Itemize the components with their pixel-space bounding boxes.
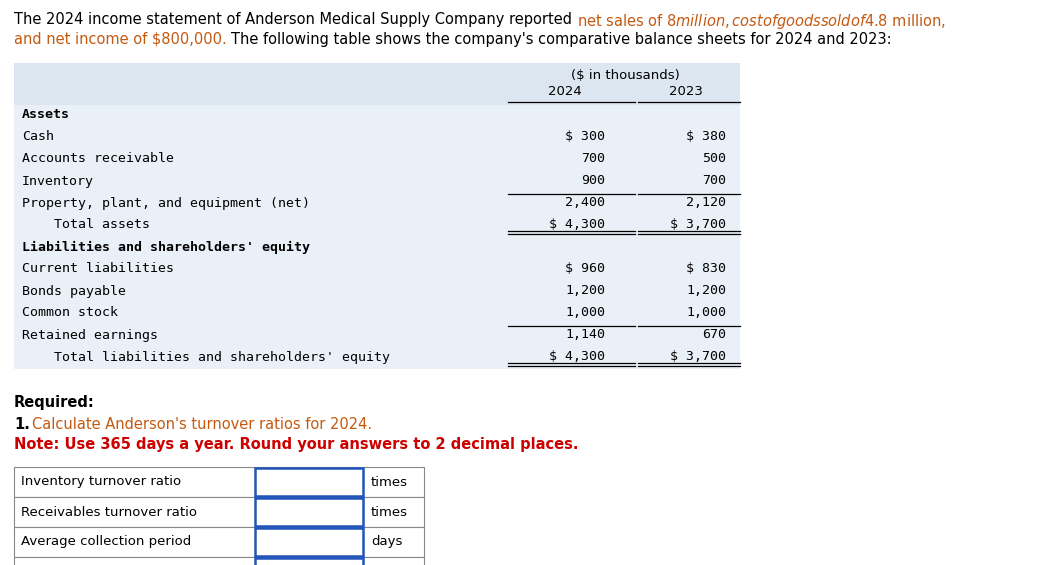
Bar [14,497,424,527]
Text: Note: Use 365 days a year. Round your answers to 2 decimal places.: Note: Use 365 days a year. Round your an… [14,437,578,452]
Text: Inventory: Inventory [22,175,94,188]
Text: $ 3,700: $ 3,700 [670,350,726,363]
Text: 2,120: 2,120 [686,197,726,210]
Text: Liabilities and shareholders' equity: Liabilities and shareholders' equity [22,241,310,254]
Text: times: times [371,476,408,489]
Text: Calculate Anderson's turnover ratios for 2024.: Calculate Anderson's turnover ratios for… [32,417,372,432]
Text: 1,000: 1,000 [566,306,605,319]
Bar [255,498,362,526]
Text: 2023: 2023 [669,85,703,98]
Bar [255,558,362,565]
Bar [14,467,424,497]
Text: The following table shows the company's comparative balance sheets for 2024 and : The following table shows the company's … [232,32,892,47]
Text: Cash: Cash [22,131,54,144]
Text: $ 830: $ 830 [686,263,726,276]
Bar [14,557,424,565]
Text: Property, plant, and equipment (net): Property, plant, and equipment (net) [22,197,310,210]
Text: and net income of $800,000.: and net income of $800,000. [14,32,232,47]
Text: Receivables turnover ratio: Receivables turnover ratio [21,506,197,519]
Text: $ 4,300: $ 4,300 [549,350,605,363]
Text: Retained earnings: Retained earnings [22,328,158,341]
Bar [14,63,740,105]
Text: 700: 700 [702,175,726,188]
Text: Inventory turnover ratio: Inventory turnover ratio [21,476,181,489]
Bar [14,527,424,557]
Text: Current liabilities: Current liabilities [22,263,174,276]
Text: 1,200: 1,200 [686,285,726,298]
Text: 2024: 2024 [549,85,581,98]
Text: 670: 670 [702,328,726,341]
Text: Common stock: Common stock [22,306,118,319]
Text: 2,400: 2,400 [566,197,605,210]
Text: 1,200: 1,200 [566,285,605,298]
Bar [14,105,740,369]
Text: Bonds payable: Bonds payable [22,285,126,298]
Text: $ 4,300: $ 4,300 [549,219,605,232]
Text: 1,140: 1,140 [566,328,605,341]
Text: 1.: 1. [14,417,30,432]
Text: Accounts receivable: Accounts receivable [22,153,174,166]
Text: Assets: Assets [22,108,70,121]
Text: $ 3,700: $ 3,700 [670,219,726,232]
Text: $ 300: $ 300 [566,131,605,144]
Text: Total liabilities and shareholders' equity: Total liabilities and shareholders' equi… [38,350,390,363]
Text: 700: 700 [581,153,605,166]
Text: $ 960: $ 960 [566,263,605,276]
Text: Average collection period: Average collection period [21,536,191,549]
Text: times: times [371,506,408,519]
Text: 500: 500 [702,153,726,166]
Text: 900: 900 [581,175,605,188]
Bar [255,528,362,556]
Bar [255,468,362,496]
Text: Total assets: Total assets [38,219,150,232]
Text: 1,000: 1,000 [686,306,726,319]
Text: days: days [371,536,403,549]
Text: net sales of $8 million, cost of goods sold of $4.8 million,: net sales of $8 million, cost of goods s… [576,12,945,31]
Text: $ 380: $ 380 [686,131,726,144]
Text: ($ in thousands): ($ in thousands) [571,69,680,82]
Text: Required:: Required: [14,395,95,410]
Text: The 2024 income statement of Anderson Medical Supply Company reported: The 2024 income statement of Anderson Me… [14,12,576,27]
